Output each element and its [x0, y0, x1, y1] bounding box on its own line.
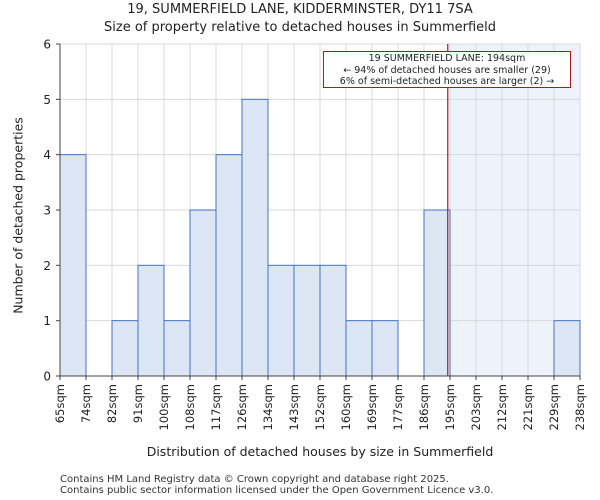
x-tick-label-12: 169sqm	[365, 384, 379, 430]
footer-licence: Contains public sector information licen…	[60, 485, 494, 496]
bar-91sqm	[137, 264, 165, 377]
x-axis-label: Distribution of detached houses by size …	[146, 444, 494, 459]
y-axis-label: Number of detached properties	[10, 117, 26, 314]
x-tick-label-15: 195sqm	[443, 384, 457, 430]
x-tick-label-14: 186sqm	[417, 384, 431, 430]
x-tick-label-20: 238sqm	[573, 384, 587, 430]
y-tick-label-1: 1	[43, 314, 51, 328]
x-tick-label-8: 134sqm	[261, 384, 275, 430]
bar-65sqm	[59, 154, 87, 377]
x-tick-label-9: 143sqm	[287, 384, 301, 430]
x-tick-label-6: 117sqm	[209, 384, 223, 430]
x-tick-label-13: 177sqm	[391, 384, 405, 430]
bar-152sqm	[319, 264, 347, 377]
x-tick-label-17: 212sqm	[495, 384, 509, 430]
chart-title: 19, SUMMERFIELD LANE, KIDDERMINSTER, DY1…	[127, 2, 473, 17]
bar-143sqm	[293, 264, 321, 377]
x-tick-label-0: 65sqm	[53, 384, 67, 423]
bar-186sqm	[423, 209, 451, 377]
annotation-line-3: 6% of semi-detached houses are larger (2…	[339, 76, 555, 87]
x-tick-label-5: 108sqm	[183, 384, 197, 430]
x-tick-label-10: 152sqm	[313, 384, 327, 430]
x-tick-label-2: 82sqm	[105, 384, 119, 423]
y-tick-label-5: 5	[43, 93, 51, 107]
y-tick-label-4: 4	[43, 148, 51, 162]
x-tick-label-7: 126sqm	[235, 384, 249, 430]
x-tick-label-4: 100sqm	[157, 384, 171, 430]
y-tick-label-6: 6	[43, 38, 51, 52]
bar-169sqm	[371, 320, 399, 377]
chart-subtitle: Size of property relative to detached ho…	[104, 20, 496, 35]
marker-annotation-box: 19 SUMMERFIELD LANE: 194sqm ← 94% of det…	[323, 51, 571, 88]
x-tick-label-3: 91sqm	[131, 384, 145, 423]
footer-copyright: Contains HM Land Registry data © Crown c…	[60, 474, 449, 485]
annotation-line-1: 19 SUMMERFIELD LANE: 194sqm	[368, 53, 526, 64]
annotation-line-2: ← 94% of detached houses are smaller (29…	[343, 64, 551, 76]
bar-100sqm	[163, 320, 191, 377]
bar-126sqm	[241, 98, 269, 377]
bar-117sqm	[215, 154, 243, 377]
y-tick-label-0: 0	[43, 370, 51, 384]
x-tick-label-19: 229sqm	[547, 384, 561, 430]
bar-229sqm	[553, 320, 581, 377]
bar-160sqm	[345, 320, 373, 377]
bar-82sqm	[111, 320, 139, 377]
x-tick-label-18: 221sqm	[521, 384, 535, 430]
x-tick-label-11: 160sqm	[339, 384, 353, 430]
bar-108sqm	[189, 209, 217, 377]
x-tick-label-16: 203sqm	[469, 384, 483, 430]
bar-134sqm	[267, 264, 295, 377]
y-tick-label-2: 2	[43, 259, 51, 273]
x-tick-label-1: 74sqm	[79, 384, 93, 423]
y-tick-label-3: 3	[43, 204, 51, 218]
